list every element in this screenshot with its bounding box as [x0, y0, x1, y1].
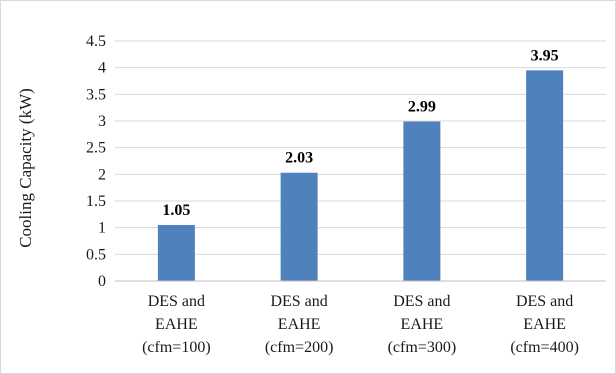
y-tick-label: 3 [98, 113, 106, 130]
category-labels: DES and EAHE (cfm=100) DES and EAHE (cfm=200)… [142, 293, 579, 356]
y-tick-label: 0 [98, 273, 106, 290]
y-tick-labels: 0 0.5 1 1.5 2 2.5 3 3.5 4 4.5 [86, 33, 106, 290]
category-label: DES and [516, 293, 573, 310]
data-label: 2.99 [408, 99, 436, 116]
bar [157, 225, 195, 281]
y-tick-label: 4 [98, 60, 106, 77]
category-label: DES and [393, 293, 450, 310]
y-tick-label: 2 [98, 166, 106, 183]
category-label: EAHE [278, 316, 321, 333]
gridlines [115, 40, 606, 255]
category-label: (cfm=100) [142, 339, 211, 356]
y-tick-label: 0.5 [86, 246, 106, 263]
y-tick-label: 4.5 [86, 33, 106, 50]
category-label: EAHE [401, 316, 444, 333]
bars [157, 70, 564, 282]
category-label: (cfm=400) [510, 339, 579, 356]
data-labels: 1.05 2.03 2.99 3.95 [162, 47, 558, 219]
data-label: 2.03 [285, 150, 313, 167]
bar [280, 172, 318, 281]
category-label: DES and [148, 293, 205, 310]
category-label: EAHE [155, 316, 198, 333]
data-label: 1.05 [162, 202, 190, 219]
category-label: (cfm=200) [265, 339, 334, 356]
y-tick-label: 1.5 [86, 193, 106, 210]
bar [403, 121, 441, 282]
y-tick-label: 3.5 [86, 86, 106, 103]
category-label: DES and [270, 293, 327, 310]
y-tick-label: 1 [98, 220, 106, 237]
data-label: 3.95 [531, 47, 559, 64]
category-label: (cfm=300) [388, 339, 457, 356]
bar [526, 70, 564, 281]
y-tick-label: 2.5 [86, 140, 106, 157]
y-axis-title: Cooling Capacity (kW) [16, 88, 35, 248]
category-label: EAHE [523, 316, 566, 333]
